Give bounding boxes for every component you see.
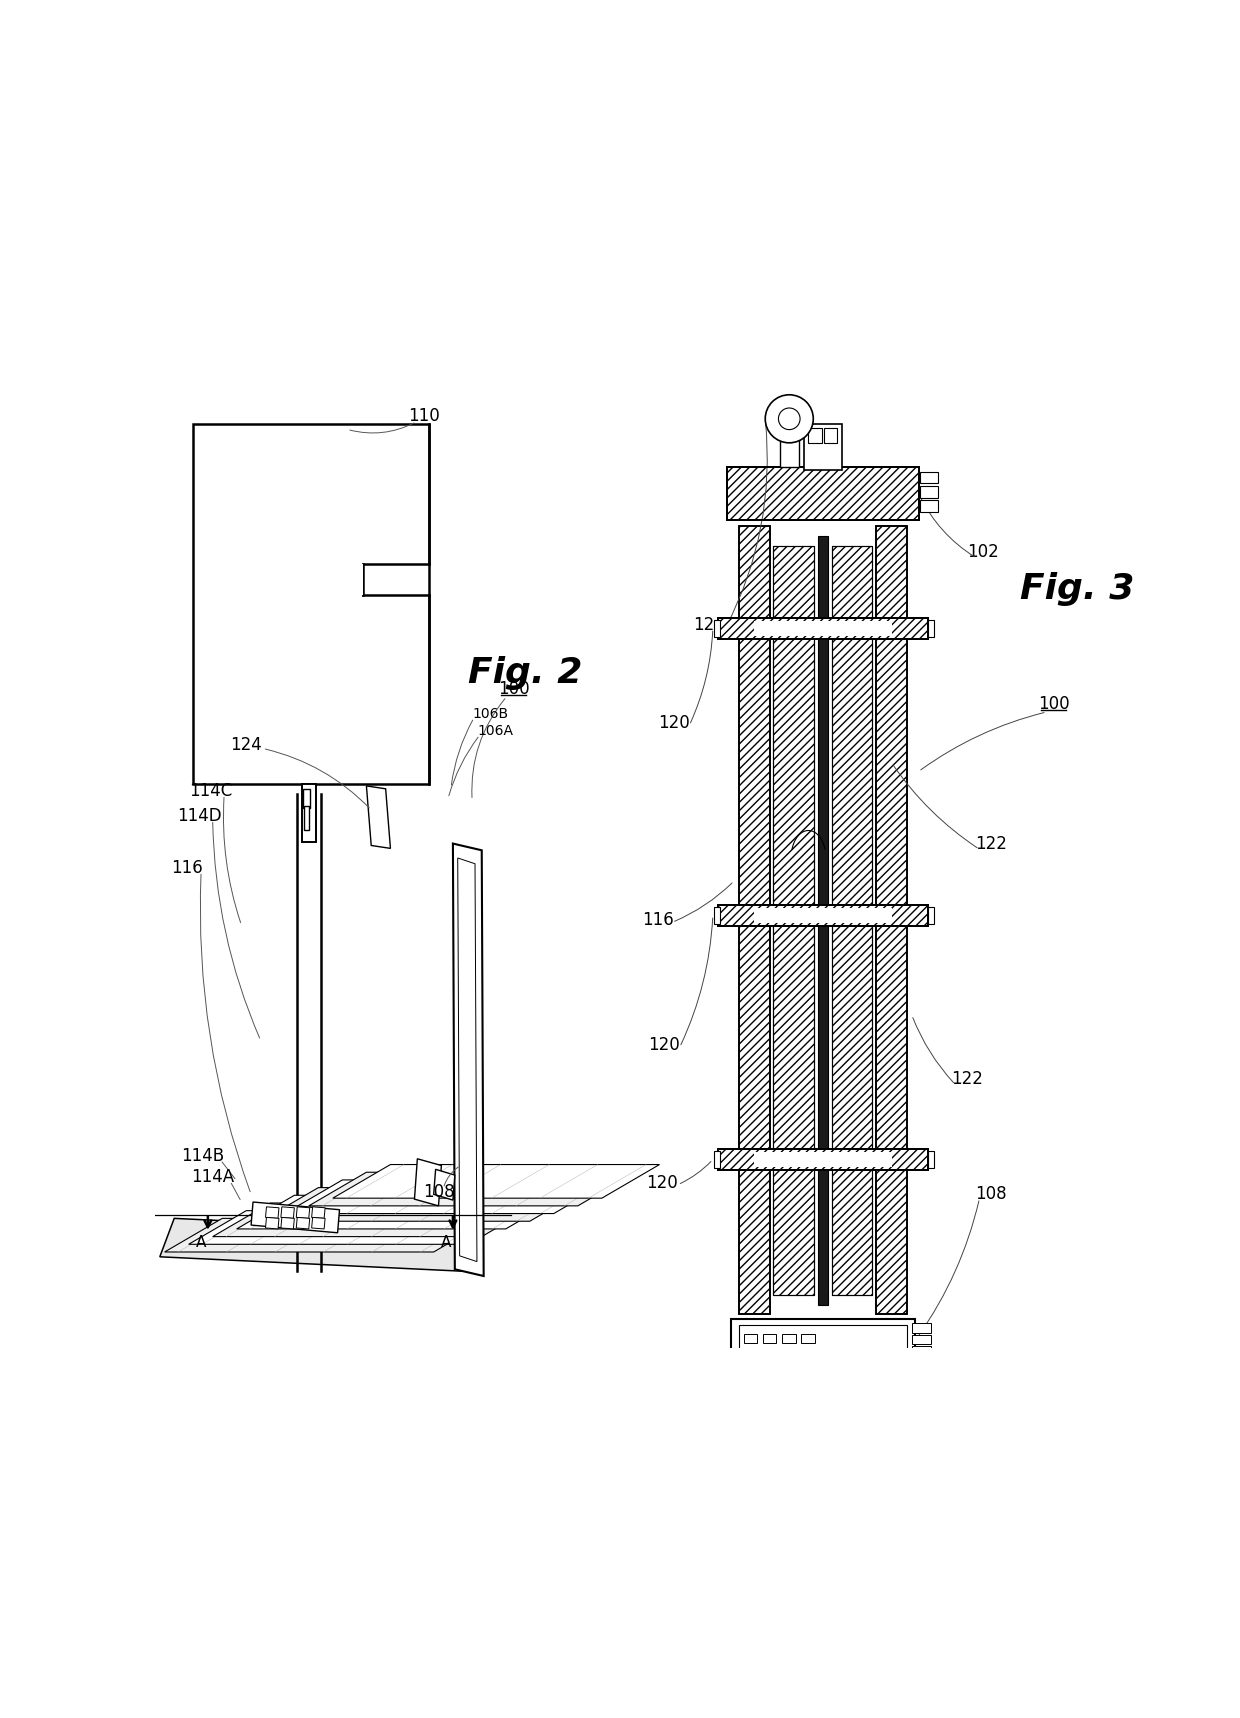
- Bar: [804, 424, 842, 469]
- Bar: [732, 1319, 915, 1357]
- Polygon shape: [265, 1206, 279, 1218]
- Text: 100: 100: [497, 680, 529, 698]
- Bar: [754, 620, 892, 636]
- Bar: [301, 783, 316, 842]
- Polygon shape: [160, 1218, 477, 1271]
- Polygon shape: [265, 1218, 279, 1228]
- Bar: [877, 526, 906, 1314]
- Text: 116: 116: [642, 912, 673, 929]
- Bar: [911, 1335, 931, 1343]
- Text: 122: 122: [951, 1070, 983, 1087]
- Polygon shape: [309, 1172, 635, 1206]
- Bar: [920, 486, 937, 498]
- Polygon shape: [414, 1158, 441, 1206]
- Bar: [780, 414, 799, 467]
- Bar: [714, 1151, 719, 1168]
- Bar: [928, 1151, 934, 1168]
- Text: 116: 116: [171, 859, 202, 876]
- Bar: [782, 1333, 796, 1343]
- Text: 108: 108: [423, 1184, 454, 1201]
- Polygon shape: [434, 1170, 455, 1201]
- Polygon shape: [165, 1218, 491, 1252]
- Bar: [801, 1333, 815, 1343]
- Bar: [920, 500, 937, 512]
- Polygon shape: [188, 1211, 516, 1244]
- Polygon shape: [367, 785, 391, 849]
- Text: 114C: 114C: [190, 782, 232, 799]
- Text: 124: 124: [231, 735, 262, 754]
- Polygon shape: [311, 1206, 325, 1218]
- Text: 114B: 114B: [181, 1148, 224, 1165]
- Text: A: A: [441, 1235, 451, 1251]
- Polygon shape: [296, 1206, 310, 1218]
- Bar: [928, 620, 934, 637]
- Text: 100: 100: [1038, 696, 1069, 713]
- Bar: [718, 1149, 928, 1170]
- Bar: [808, 428, 822, 443]
- Text: 114A: 114A: [191, 1168, 234, 1185]
- Bar: [718, 1149, 928, 1170]
- Text: 120: 120: [649, 1036, 681, 1055]
- Bar: [911, 1347, 931, 1356]
- Bar: [714, 620, 719, 637]
- Polygon shape: [281, 1206, 294, 1218]
- Text: Fig. 3: Fig. 3: [1021, 572, 1135, 606]
- Bar: [774, 546, 815, 1295]
- Polygon shape: [213, 1203, 539, 1237]
- Text: 120: 120: [658, 715, 689, 732]
- Text: 108: 108: [975, 1185, 1007, 1203]
- Bar: [823, 428, 837, 443]
- Text: 114D: 114D: [177, 807, 222, 825]
- Bar: [718, 905, 928, 926]
- Bar: [832, 546, 873, 1295]
- Bar: [911, 1323, 931, 1333]
- Polygon shape: [311, 1218, 325, 1228]
- Polygon shape: [458, 857, 477, 1261]
- Bar: [739, 1325, 906, 1352]
- Bar: [774, 546, 815, 1295]
- Bar: [763, 1333, 776, 1343]
- Circle shape: [779, 407, 800, 430]
- Polygon shape: [296, 1218, 310, 1228]
- Polygon shape: [281, 1218, 294, 1228]
- Polygon shape: [285, 1180, 611, 1213]
- Polygon shape: [250, 1203, 340, 1234]
- Bar: [718, 905, 928, 926]
- Bar: [728, 467, 919, 521]
- Bar: [303, 789, 310, 807]
- Bar: [193, 424, 429, 783]
- Polygon shape: [332, 1165, 660, 1197]
- Bar: [728, 467, 919, 521]
- Bar: [304, 806, 309, 830]
- Text: 122: 122: [975, 835, 1007, 852]
- Bar: [754, 907, 892, 923]
- Text: 106A: 106A: [477, 723, 513, 739]
- Text: Fig. 2: Fig. 2: [467, 656, 582, 691]
- Polygon shape: [237, 1196, 563, 1228]
- Text: A: A: [196, 1235, 206, 1251]
- Bar: [734, 1357, 835, 1374]
- Text: 124: 124: [693, 617, 725, 634]
- Bar: [718, 618, 928, 639]
- Bar: [754, 1153, 892, 1167]
- Text: 102: 102: [967, 543, 999, 562]
- Bar: [818, 536, 828, 1306]
- Bar: [928, 907, 934, 924]
- Bar: [832, 546, 873, 1295]
- Text: 106B: 106B: [472, 706, 508, 722]
- Text: 120: 120: [646, 1173, 678, 1192]
- Bar: [920, 472, 937, 483]
- Bar: [744, 1333, 758, 1343]
- Bar: [739, 526, 770, 1314]
- Polygon shape: [453, 844, 484, 1276]
- Bar: [739, 526, 770, 1314]
- Bar: [718, 618, 928, 639]
- Bar: [714, 907, 719, 924]
- Bar: [316, 564, 363, 594]
- Bar: [877, 526, 906, 1314]
- Text: 110: 110: [408, 407, 440, 424]
- Circle shape: [765, 395, 813, 443]
- Polygon shape: [260, 1187, 588, 1221]
